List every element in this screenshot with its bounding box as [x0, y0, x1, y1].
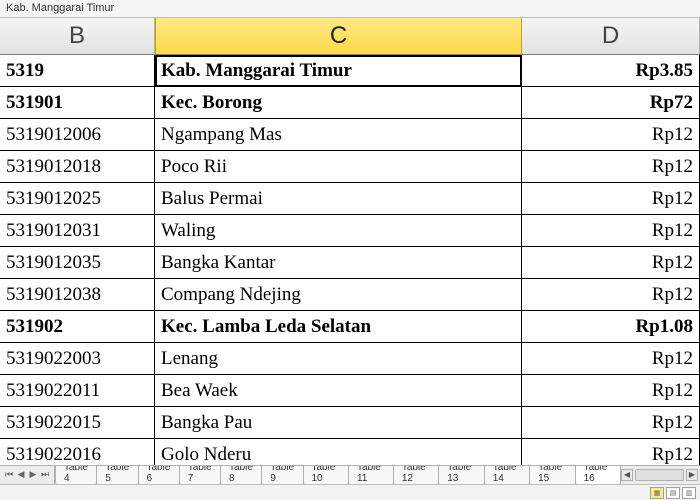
sheet-tab[interactable]: Table 14: [484, 466, 530, 485]
table-row: 5319022011Bea WaekRp12: [0, 375, 700, 407]
sheet-tab[interactable]: Table 7: [179, 466, 221, 485]
cell-d[interactable]: Rp72: [522, 87, 700, 119]
sheet-tab[interactable]: Table 9: [261, 466, 303, 485]
table-row: 5319022003LenangRp12: [0, 343, 700, 375]
table-row: 531902Kec. Lamba Leda SelatanRp1.08: [0, 311, 700, 343]
cell-d[interactable]: Rp12: [522, 247, 700, 279]
cell-c[interactable]: Waling: [155, 215, 522, 247]
cell-c[interactable]: Poco Rii: [155, 151, 522, 183]
cell-b[interactable]: 531901: [0, 87, 155, 119]
table-row: 5319022016Golo NderuRp12: [0, 439, 700, 464]
tab-prev-icon[interactable]: ◀: [16, 469, 26, 481]
h-scroll: ◀ ▶: [620, 466, 700, 485]
table-row: 5319012025Balus PermaiRp12: [0, 183, 700, 215]
table-row: 5319012018Poco RiiRp12: [0, 151, 700, 183]
scroll-left-icon[interactable]: ◀: [621, 469, 633, 481]
cell-c[interactable]: Kec. Borong: [155, 87, 522, 119]
cell-c[interactable]: Bea Waek: [155, 375, 522, 407]
cell-d[interactable]: Rp1.08: [522, 311, 700, 343]
sheet-tab[interactable]: Table 8: [220, 466, 262, 485]
tab-nav: ⏮ ◀ ▶ ⏭: [0, 466, 55, 485]
view-normal-icon[interactable]: ▦: [650, 487, 664, 499]
grid[interactable]: 5319Kab. Manggarai TimurRp3.85531901Kec.…: [0, 55, 700, 464]
column-header-b[interactable]: B: [0, 18, 155, 54]
sheet-tab[interactable]: Table 5: [96, 466, 138, 485]
cell-c[interactable]: Compang Ndejing: [155, 279, 522, 311]
scroll-right-icon[interactable]: ▶: [686, 469, 698, 481]
cell-d[interactable]: Rp12: [522, 183, 700, 215]
view-break-icon[interactable]: ▥: [682, 487, 696, 499]
cell-c[interactable]: Kec. Lamba Leda Selatan: [155, 311, 522, 343]
cell-c[interactable]: Bangka Pau: [155, 407, 522, 439]
formula-bar-text: Kab. Manggarai Timur: [6, 2, 114, 14]
column-headers: B C D: [0, 18, 700, 55]
cell-c[interactable]: Ngampang Mas: [155, 119, 522, 151]
scroll-track[interactable]: [635, 469, 684, 481]
sheet-tab[interactable]: Table 16: [575, 466, 620, 485]
table-row: 5319022015Bangka PauRp12: [0, 407, 700, 439]
sheet-tab[interactable]: Table 4: [55, 466, 97, 485]
cell-b[interactable]: 5319022003: [0, 343, 155, 375]
cell-b[interactable]: 5319012035: [0, 247, 155, 279]
cell-b[interactable]: 5319012006: [0, 119, 155, 151]
cell-b[interactable]: 5319012025: [0, 183, 155, 215]
cell-d[interactable]: Rp12: [522, 119, 700, 151]
cell-d[interactable]: Rp12: [522, 343, 700, 375]
cell-d[interactable]: Rp12: [522, 407, 700, 439]
tab-first-icon[interactable]: ⏮: [4, 469, 14, 481]
table-row: 5319012035Bangka KantarRp12: [0, 247, 700, 279]
column-header-c[interactable]: C: [155, 18, 522, 54]
sheet-tab[interactable]: Table 10: [303, 466, 349, 485]
cell-b[interactable]: 5319012038: [0, 279, 155, 311]
sheet-tab[interactable]: Table 13: [438, 466, 484, 485]
cell-d[interactable]: Rp12: [522, 375, 700, 407]
cell-c[interactable]: Kab. Manggarai Timur: [155, 55, 522, 87]
table-row: 5319012006Ngampang MasRp12: [0, 119, 700, 151]
tab-last-icon[interactable]: ⏭: [40, 469, 50, 481]
cell-c[interactable]: Golo Nderu: [155, 439, 522, 464]
column-header-d[interactable]: D: [522, 18, 700, 54]
cell-b[interactable]: 5319022011: [0, 375, 155, 407]
cell-b[interactable]: 5319022015: [0, 407, 155, 439]
cell-c[interactable]: Bangka Kantar: [155, 247, 522, 279]
cell-d[interactable]: Rp12: [522, 279, 700, 311]
cell-d[interactable]: Rp12: [522, 215, 700, 247]
sheet-tabs: Table 4Table 5Table 6Table 7Table 8Table…: [55, 466, 620, 485]
table-row: 5319012038Compang NdejingRp12: [0, 279, 700, 311]
cell-b[interactable]: 5319: [0, 55, 155, 87]
sheet-tab[interactable]: Table 6: [138, 466, 180, 485]
cell-b[interactable]: 5319012018: [0, 151, 155, 183]
status-bar: ▦ ▤ ▥: [0, 484, 700, 500]
sheet-tab[interactable]: Table 11: [348, 466, 394, 485]
cell-d[interactable]: Rp12: [522, 439, 700, 464]
cell-d[interactable]: Rp3.85: [522, 55, 700, 87]
sheet-tab[interactable]: Table 15: [529, 466, 575, 485]
sheet-tab[interactable]: Table 12: [393, 466, 439, 485]
table-row: 5319012031WalingRp12: [0, 215, 700, 247]
table-row: 531901Kec. BorongRp72: [0, 87, 700, 119]
cell-b[interactable]: 531902: [0, 311, 155, 343]
cell-d[interactable]: Rp12: [522, 151, 700, 183]
tab-next-icon[interactable]: ▶: [28, 469, 38, 481]
table-row: 5319Kab. Manggarai TimurRp3.85: [0, 55, 700, 87]
view-page-icon[interactable]: ▤: [666, 487, 680, 499]
spreadsheet-app: Kab. Manggarai Timur B C D 5319Kab. Mang…: [0, 0, 700, 500]
cell-c[interactable]: Balus Permai: [155, 183, 522, 215]
cell-b[interactable]: 5319022016: [0, 439, 155, 464]
cell-c[interactable]: Lenang: [155, 343, 522, 375]
formula-bar[interactable]: Kab. Manggarai Timur: [0, 0, 700, 18]
sheet-tab-strip: ⏮ ◀ ▶ ⏭ Table 4Table 5Table 6Table 7Tabl…: [0, 465, 700, 485]
cell-b[interactable]: 5319012031: [0, 215, 155, 247]
